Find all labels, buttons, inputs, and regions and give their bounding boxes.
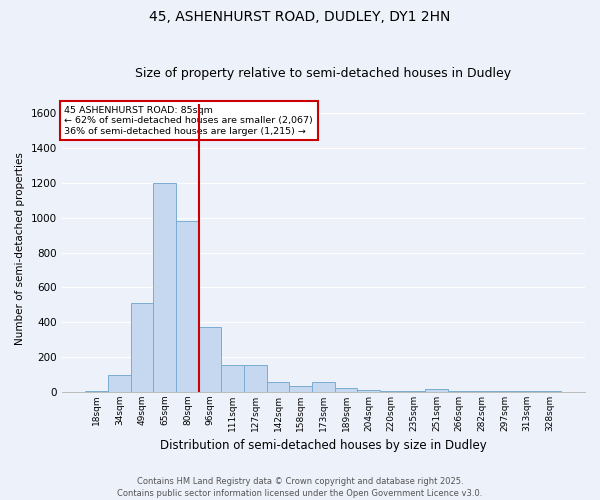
Bar: [470, 391, 493, 392]
Bar: [244, 365, 266, 392]
Bar: [358, 390, 380, 392]
Bar: [335, 388, 358, 392]
Text: Contains HM Land Registry data © Crown copyright and database right 2025.
Contai: Contains HM Land Registry data © Crown c…: [118, 476, 482, 498]
Bar: [403, 391, 425, 392]
Bar: [448, 391, 470, 392]
Title: Size of property relative to semi-detached houses in Dudley: Size of property relative to semi-detach…: [135, 66, 511, 80]
Text: 45 ASHENHURST ROAD: 85sqm
← 62% of semi-detached houses are smaller (2,067)
36% : 45 ASHENHURST ROAD: 85sqm ← 62% of semi-…: [64, 106, 313, 136]
Bar: [85, 391, 108, 392]
Bar: [380, 391, 403, 392]
Bar: [493, 391, 516, 392]
Bar: [312, 382, 335, 392]
Y-axis label: Number of semi-detached properties: Number of semi-detached properties: [15, 152, 25, 344]
Bar: [176, 221, 199, 392]
Bar: [289, 386, 312, 392]
Bar: [266, 382, 289, 392]
X-axis label: Distribution of semi-detached houses by size in Dudley: Distribution of semi-detached houses by …: [160, 440, 487, 452]
Text: 45, ASHENHURST ROAD, DUDLEY, DY1 2HN: 45, ASHENHURST ROAD, DUDLEY, DY1 2HN: [149, 10, 451, 24]
Bar: [154, 183, 176, 392]
Bar: [425, 388, 448, 392]
Bar: [131, 303, 154, 392]
Bar: [199, 328, 221, 392]
Bar: [516, 391, 539, 392]
Bar: [108, 374, 131, 392]
Bar: [539, 391, 561, 392]
Bar: [221, 365, 244, 392]
